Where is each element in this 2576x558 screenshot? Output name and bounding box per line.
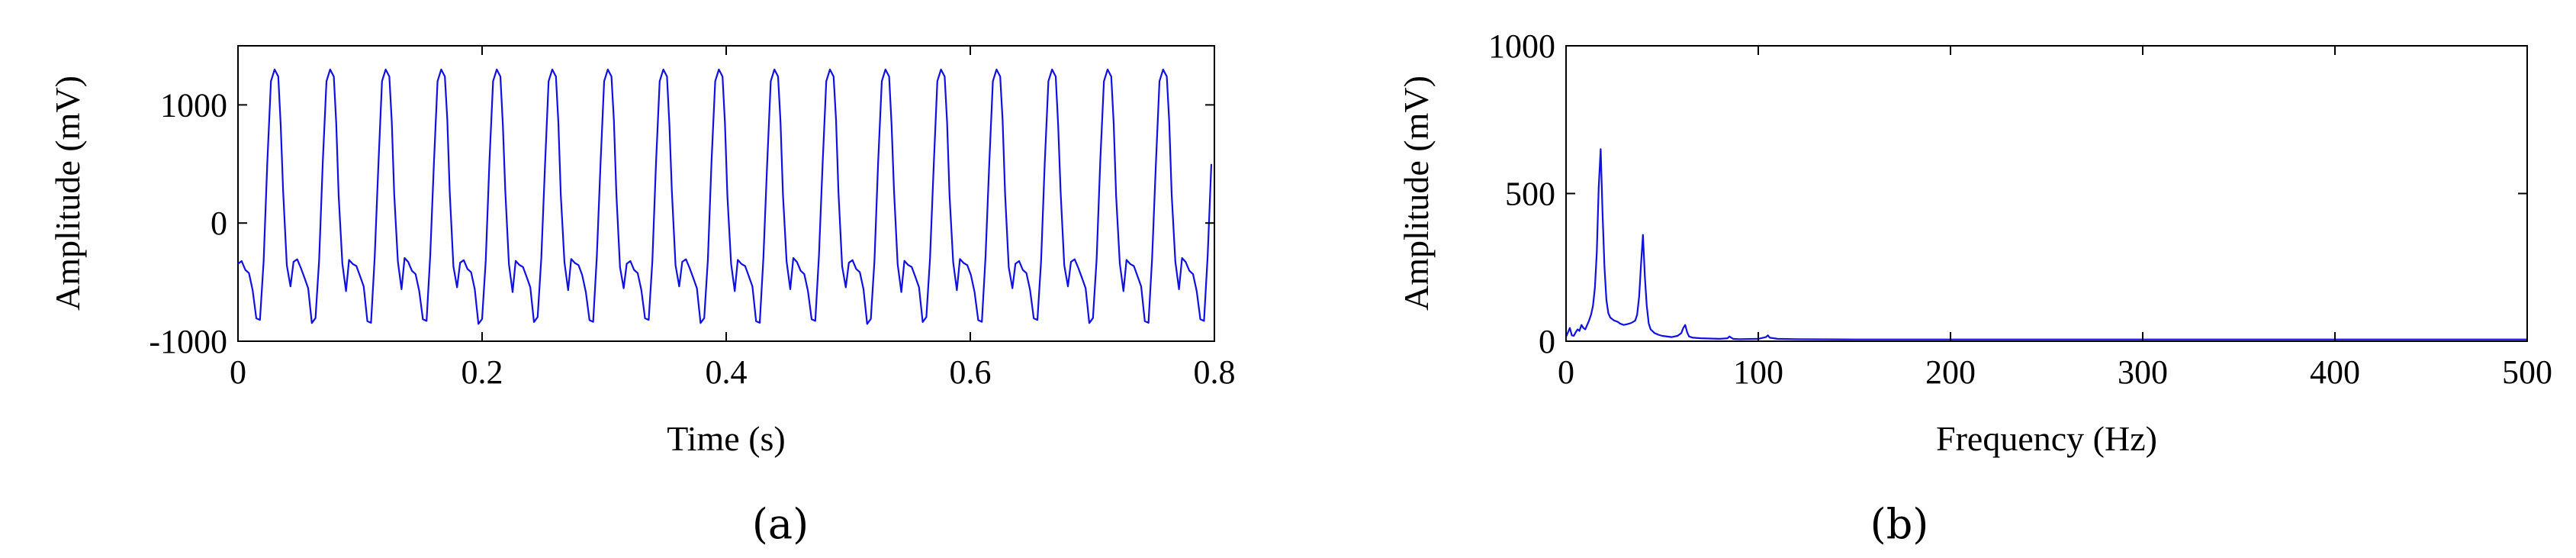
panel-label-b: (b) [1870, 500, 1929, 548]
y-axis-label-b: Amplitude (mV) [1397, 76, 1436, 311]
y-tick-label-a: -1000 [149, 323, 227, 360]
x-ticks-b: 0 100 200 300 400 500 [1558, 46, 2552, 391]
spectrum-line [1565, 148, 2527, 340]
x-tick-label-a: 0.2 [461, 353, 503, 391]
x-tick-label-b: 400 [2310, 353, 2360, 391]
y-ticks-a: -1000 0 1000 [149, 86, 1214, 360]
x-tick-label-b: 500 [2502, 353, 2552, 391]
x-tick-label-a: 0.4 [706, 353, 748, 391]
x-tick-label-a: 0.6 [950, 353, 992, 391]
y-tick-label-b: 500 [1505, 176, 1555, 213]
y-tick-label-a: 0 [211, 205, 227, 242]
x-tick-label-a: 0.8 [1194, 353, 1236, 391]
y-ticks-b: 0 500 1000 [1488, 27, 2527, 360]
x-ticks-a: 0 0.2 0.4 0.6 0.8 [230, 46, 1236, 391]
x-tick-label-b: 100 [1733, 353, 1783, 391]
y-tick-label-b: 1000 [1488, 27, 1555, 65]
plot-frame-b [1565, 45, 2528, 342]
x-tick-label-b: 0 [1558, 353, 1574, 391]
x-tick-label-b: 200 [1925, 353, 1976, 391]
y-axis-label-a: Amplitude (mV) [48, 76, 87, 311]
time-signal-line [237, 68, 1213, 325]
x-tick-label-b: 300 [2118, 353, 2168, 391]
panel-b: 0 100 200 300 400 500 0 500 1000 Frequency (Hz)… [1397, 27, 2552, 548]
plot-frame-a [237, 45, 1215, 342]
x-axis-label-a: Time (s) [667, 419, 786, 458]
panel-label-a: (a) [752, 500, 809, 548]
y-tick-label-b: 0 [1539, 323, 1555, 360]
y-tick-label-a: 1000 [160, 86, 227, 124]
x-tick-label-a: 0 [230, 353, 246, 391]
x-axis-label-b: Frequency (Hz) [1936, 419, 2157, 458]
